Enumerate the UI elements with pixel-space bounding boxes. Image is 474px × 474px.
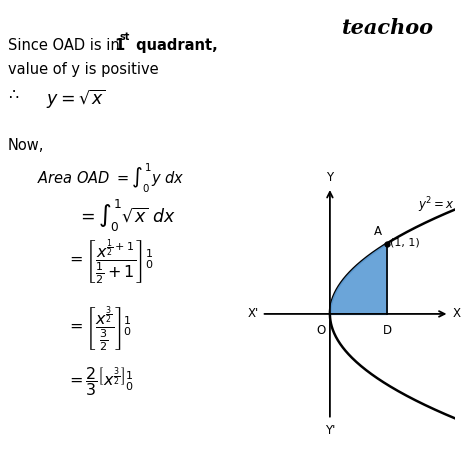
Text: ∴: ∴ bbox=[8, 88, 18, 103]
Text: Y: Y bbox=[326, 171, 334, 183]
Text: O: O bbox=[316, 324, 325, 337]
Text: A: A bbox=[374, 225, 382, 238]
Text: $= \int_0^1 \sqrt{x}\ \mathit{dx}$: $= \int_0^1 \sqrt{x}\ \mathit{dx}$ bbox=[77, 198, 176, 234]
Text: Since OAD is in: Since OAD is in bbox=[8, 38, 124, 53]
Text: quadrant,: quadrant, bbox=[131, 38, 218, 53]
Text: D: D bbox=[383, 324, 392, 337]
Text: Area OAD $= \int_0^1 y\ dx$: Area OAD $= \int_0^1 y\ dx$ bbox=[36, 162, 184, 195]
Text: $y^2 = x$: $y^2 = x$ bbox=[418, 195, 455, 215]
Text: value of y is positive: value of y is positive bbox=[8, 62, 158, 77]
Text: $= \left[\dfrac{x^{\frac{3}{2}}}{\frac{3}{2}}\right]_0^1$: $= \left[\dfrac{x^{\frac{3}{2}}}{\frac{3… bbox=[65, 305, 132, 355]
Text: teachoo: teachoo bbox=[342, 18, 434, 38]
Text: st: st bbox=[119, 32, 130, 42]
Text: X': X' bbox=[247, 308, 259, 320]
Text: Y': Y' bbox=[325, 424, 335, 437]
Text: $y = \sqrt{x}$: $y = \sqrt{x}$ bbox=[46, 88, 106, 111]
Text: $= \left[\dfrac{x^{\frac{1}{2}+1}}{\frac{1}{2}+1}\right]_0^1$: $= \left[\dfrac{x^{\frac{1}{2}+1}}{\frac… bbox=[65, 238, 154, 288]
Text: 1: 1 bbox=[114, 38, 124, 53]
Text: Now,: Now, bbox=[8, 138, 44, 153]
Text: X: X bbox=[452, 308, 460, 320]
Text: (1, 1): (1, 1) bbox=[390, 237, 419, 247]
Text: $= \dfrac{2}{3}\left[x^{\frac{3}{2}}\right]_0^1$: $= \dfrac{2}{3}\left[x^{\frac{3}{2}}\rig… bbox=[65, 365, 133, 398]
